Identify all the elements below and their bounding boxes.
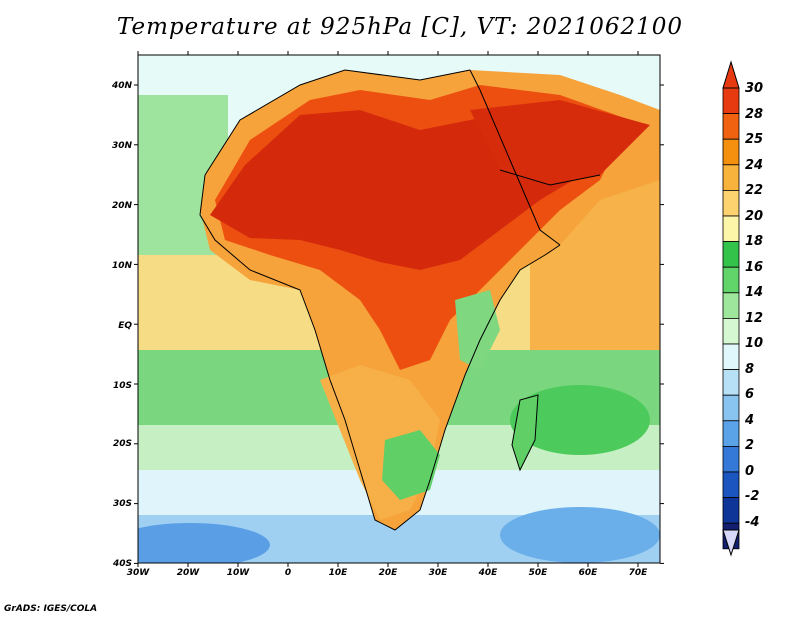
madagascar [512,395,538,470]
ocean-cold-east [500,507,660,563]
axis-ticks [134,51,664,567]
map-field [138,55,660,563]
colorbar-label: 16 [745,260,763,275]
colorbar-swatch [722,241,740,268]
lat-label: 10S [113,381,132,391]
lon-label: 40E [478,568,499,578]
colorbar-swatch [722,369,740,396]
colorbar-label: 25 [745,132,763,147]
colorbar-swatch [722,113,740,140]
grads-credit: GrADS: IGES/COLA [4,604,98,614]
colorbar-top-arrow [722,60,740,89]
map-title: Temperature at 925hPa [C], VT: 202106210… [116,14,684,40]
colorbar-label: 14 [745,285,763,300]
arabia-core [470,100,650,185]
colorbar-boxes [722,87,740,550]
southern-africa-cool [382,430,440,500]
lat-label: 20N [112,201,133,211]
east-africa-green [455,290,500,370]
lat-label: 40N [111,81,133,91]
colorbar-swatch [722,164,740,191]
colorbar-swatch [722,138,740,166]
lon-label: 30E [429,568,449,578]
colorbar-label: 2 [745,438,754,453]
colorbar-swatch [722,266,740,294]
lon-label: 10E [329,568,349,578]
latitude-labels: 40N 30N 20N 10N EQ 10S 20S 30S 40S [111,81,133,569]
lat-label: EQ [118,321,132,331]
lat-label: 10N [112,261,133,271]
lon-label: 30W [127,568,151,578]
map-frame [137,54,661,564]
lon-label: 20W [177,568,201,578]
colorbar-labels: 30 28 25 24 22 20 18 16 14 12 10 8 6 4 2… [744,81,763,530]
lon-label: 60E [579,568,599,578]
colorbar-swatch [722,445,740,473]
lon-label: 70E [629,568,649,578]
colorbar-label: 18 [745,234,763,249]
colorbar-swatch [722,189,740,217]
colorbar-label: 10 [745,336,763,351]
colorbar-swatch [722,420,740,447]
ocean-green-east [510,385,650,455]
colorbar-swatch [722,471,740,499]
lat-label: 30N [112,141,133,151]
colorbar-label: -4 [745,515,759,530]
longitude-labels: 30W 20W 10W 0 10E 20E 30E 40E 50E 60E 70… [127,568,648,578]
lon-label: 20E [379,568,399,578]
colorbar-bottom-arrow [722,529,740,557]
colorbar-label: 30 [745,81,763,96]
colorbar-label: 20 [745,209,763,224]
colorbar-swatch [722,394,740,422]
colorbar-label: 8 [745,362,754,377]
colorbar-label: 22 [745,183,763,198]
lon-label: 50E [529,568,549,578]
colorbar-label: -2 [745,489,759,504]
colorbar-swatch [722,87,740,115]
ocean-cold-west [138,523,270,563]
colorbar-swatch [722,292,740,319]
lat-label: 20S [113,439,132,449]
colorbar-swatch [722,317,740,345]
lat-label: 40S [112,559,132,569]
lat-label: 30S [113,499,132,509]
colorbar-swatch [722,343,740,371]
coastline [199,69,601,531]
colorbar-swatch [722,215,740,243]
lon-label: 10W [227,568,251,578]
lon-label: 0 [285,568,291,578]
colorbar-label: 12 [745,311,763,326]
colorbar-label: 4 [744,413,754,428]
colorbar-label: 6 [745,387,754,402]
colorbar-swatch [722,497,740,524]
colorbar-label: 0 [745,464,754,479]
colorbar-label: 24 [745,158,763,173]
colorbar: 30 28 25 24 22 20 18 16 14 12 10 8 6 4 2… [722,60,763,557]
colorbar-label: 28 [745,107,763,122]
